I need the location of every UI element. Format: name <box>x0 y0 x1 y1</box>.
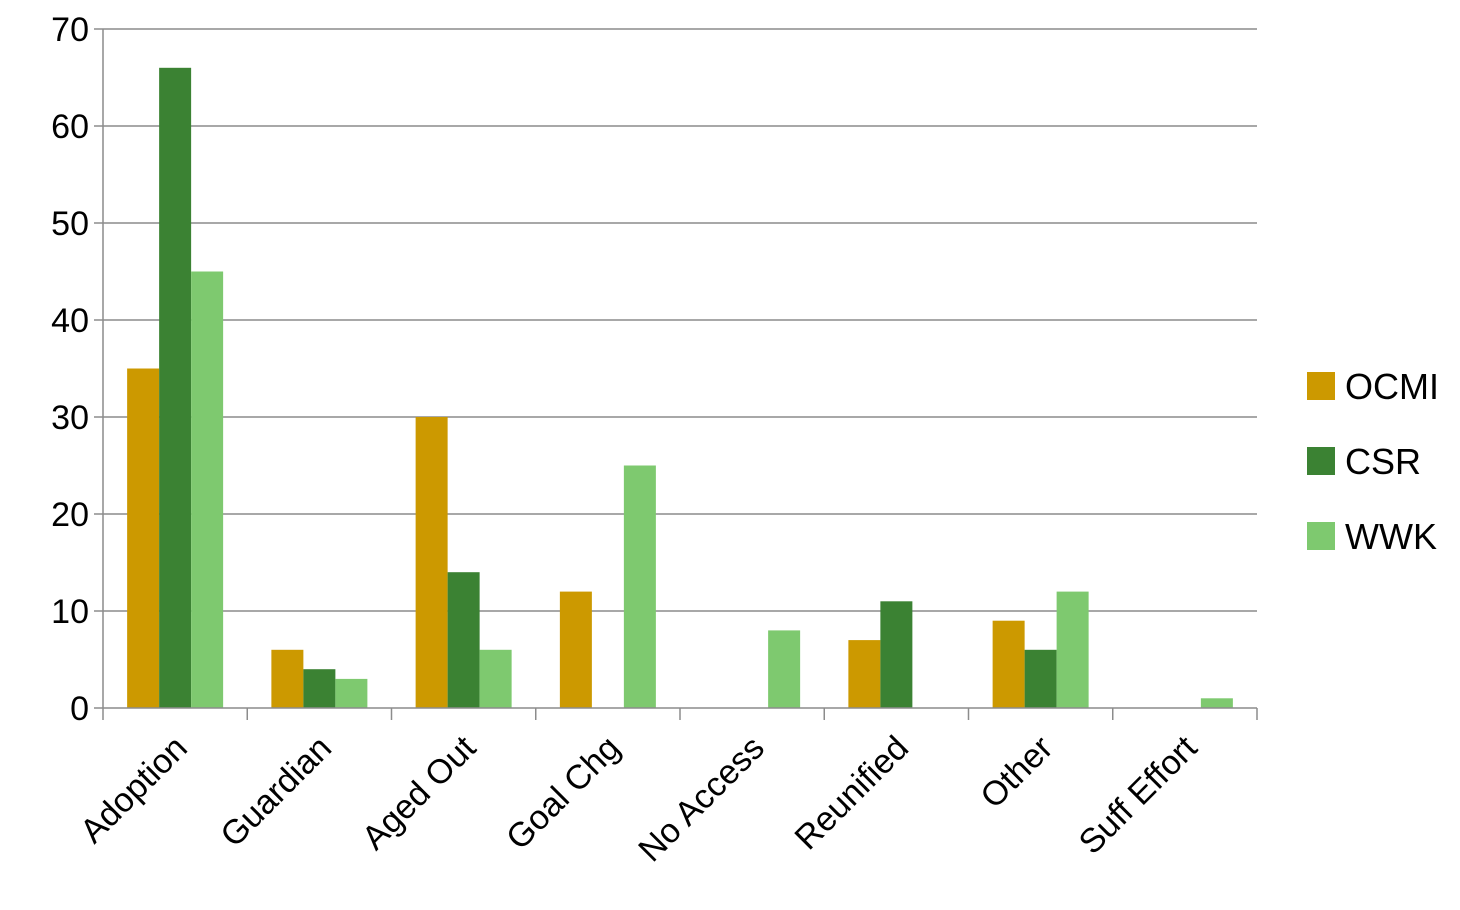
y-tick-label-40: 40 <box>51 302 89 340</box>
bar-wwk-other <box>1056 591 1089 708</box>
bar-wwk-suff-effort <box>1200 698 1233 708</box>
x-tick-labels: Adoption Guardian Aged Out Goal Chg No Acces… <box>73 728 1205 869</box>
bar-wwk-guardian <box>335 678 368 708</box>
x-tick-label-other: Other <box>973 729 1060 816</box>
legend-label-ocmi: OCMI <box>1345 366 1439 407</box>
y-tick-label-60: 60 <box>51 108 89 146</box>
y-tick-labels: 0 10 20 30 40 50 60 70 <box>51 11 89 728</box>
gridlines <box>103 28 1257 612</box>
legend-swatch-csr <box>1307 447 1335 475</box>
legend: OCMI CSR WWK <box>1307 366 1439 557</box>
legend-swatch-ocmi <box>1307 372 1335 400</box>
y-tick-label-30: 30 <box>51 399 89 437</box>
bar-csr-aged-out <box>447 572 480 708</box>
y-tick-label-20: 20 <box>51 496 89 534</box>
x-tick-label-goal-chg: Goal Chg <box>499 729 627 857</box>
bar-ocmi-guardian <box>271 649 304 708</box>
bar-ocmi-adoption <box>127 368 160 708</box>
bar-csr-other <box>1024 649 1057 708</box>
y-tick-label-0: 0 <box>70 690 89 728</box>
x-tick-label-aged-out: Aged Out <box>355 728 484 857</box>
bar-wwk-adoption <box>191 271 224 708</box>
y-tick-label-10: 10 <box>51 593 89 631</box>
legend-swatch-wwk <box>1307 522 1335 550</box>
bars <box>127 67 1233 709</box>
y-tick-label-50: 50 <box>51 205 89 243</box>
bar-ocmi-aged-out <box>415 417 448 708</box>
bar-wwk-aged-out <box>479 649 512 708</box>
axes <box>94 28 1258 720</box>
x-tick-label-adoption: Adoption <box>73 729 195 851</box>
bar-ocmi-reunified <box>848 640 881 708</box>
x-tick-label-no-access: No Access <box>631 729 771 869</box>
x-tick-label-guardian: Guardian <box>213 729 339 855</box>
bar-wwk-no-access <box>768 630 801 708</box>
bar-csr-reunified <box>880 601 913 708</box>
legend-label-csr: CSR <box>1345 441 1421 482</box>
bar-csr-guardian <box>303 669 336 708</box>
bar-ocmi-other <box>992 620 1025 708</box>
x-tick-label-suff-effort: Suff Effort <box>1072 728 1205 861</box>
bar-ocmi-goal-chg <box>559 591 592 708</box>
bar-csr-adoption <box>159 67 192 709</box>
x-tick-label-reunified: Reunified <box>788 729 916 857</box>
y-tick-label-70: 70 <box>51 11 89 49</box>
bar-wwk-goal-chg <box>623 465 656 708</box>
legend-label-wwk: WWK <box>1345 516 1437 557</box>
